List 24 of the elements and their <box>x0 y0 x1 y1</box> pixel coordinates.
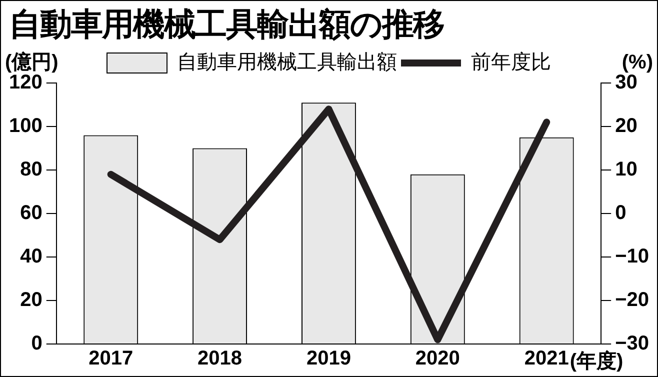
x-tick-label: 2020 <box>415 348 460 370</box>
x-tick-label: 2018 <box>198 348 242 370</box>
y-tick-label: 60 <box>20 202 42 224</box>
x-tick-label: 2021 <box>524 348 569 370</box>
chart-title: 自動車用機械工具輸出額の推移 <box>9 5 444 44</box>
y-tick-label: 80 <box>20 158 42 181</box>
legend-label: 自動車用機械工具輸出額 <box>177 52 397 74</box>
x-axis-title: (年度) <box>570 350 624 373</box>
y2-tick-label: 20 <box>615 115 638 138</box>
y2-tick-label: 30 <box>615 72 638 94</box>
x-tick-label: 2019 <box>306 348 351 370</box>
y2-tick-label: −20 <box>615 289 650 312</box>
x-tick-label: 2017 <box>88 348 134 370</box>
y-tick-label: 20 <box>20 289 42 312</box>
y-tick-label: 0 <box>31 332 42 355</box>
y-tick-label: 120 <box>8 72 42 94</box>
y2-axis-title: (%) <box>622 52 653 74</box>
y-tick-label: 100 <box>8 115 42 138</box>
y2-tick-label: 0 <box>615 202 626 224</box>
y-axis-title: (億円) <box>5 50 58 74</box>
y-tick-label: 40 <box>20 246 42 268</box>
y2-tick-label: 10 <box>615 158 638 181</box>
legend-label: 前年度比 <box>471 52 551 74</box>
y2-tick-label: −10 <box>615 246 650 268</box>
